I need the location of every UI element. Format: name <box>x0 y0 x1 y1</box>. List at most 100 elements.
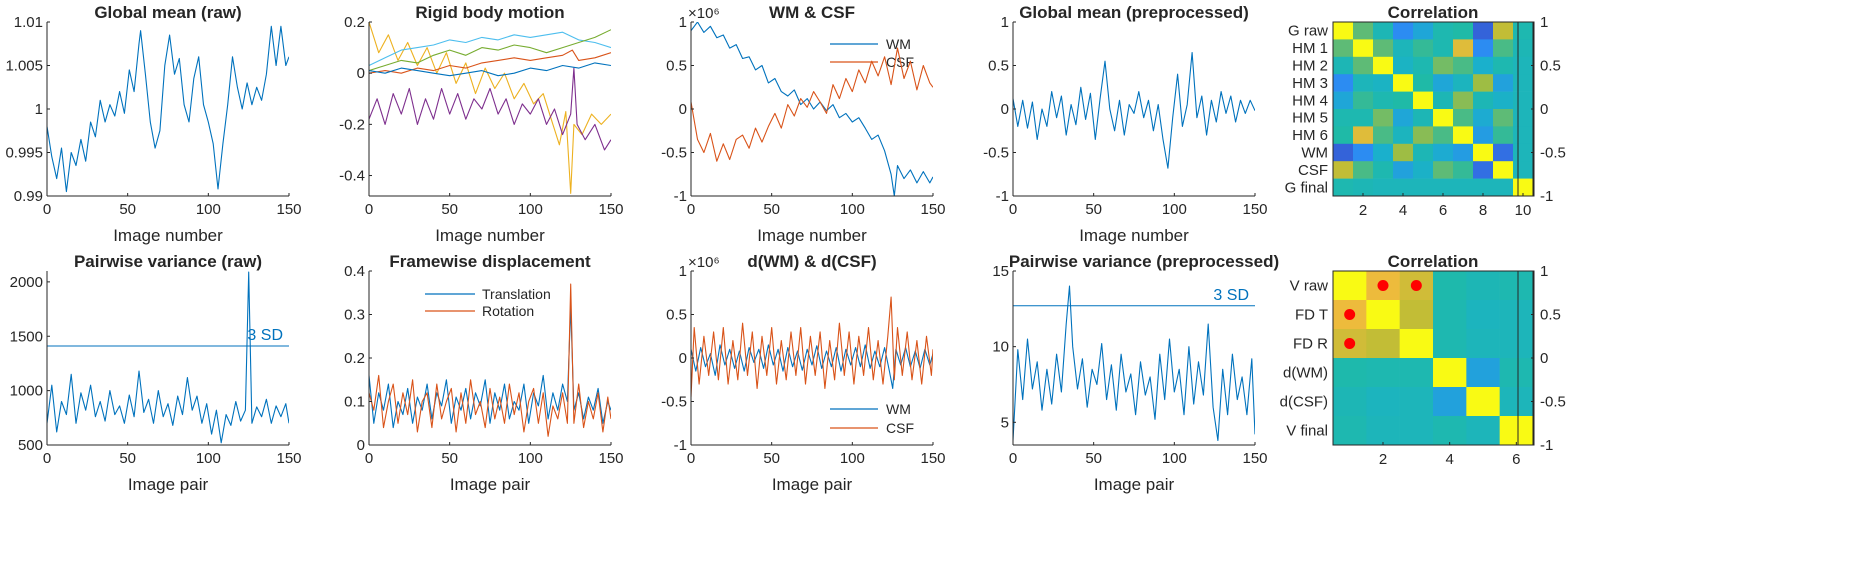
heatmap-cell <box>1413 91 1434 110</box>
heatmap-cell <box>1453 74 1474 92</box>
panel-dwm-dcsf: d(WM) & d(CSF) Image pair ×10⁶ WM CSF 0 5… <box>661 252 945 494</box>
x-tick-label: 100 <box>1162 201 1187 218</box>
significance-marker <box>1377 280 1389 291</box>
heatmap-cell <box>1393 161 1414 179</box>
y-tick-label: -0.2 <box>339 116 365 133</box>
heatmap-cell <box>1353 178 1374 197</box>
heatmap-cell <box>1373 22 1394 40</box>
colorbar-tick-label: 0.5 <box>1540 58 1561 75</box>
colorbar-tick-label: 1 <box>1540 14 1548 31</box>
heatmap-cell <box>1499 300 1534 330</box>
heatmap-cell <box>1433 271 1467 301</box>
heatmap-cell <box>1513 74 1534 92</box>
heatmap-cell <box>1453 143 1474 162</box>
heatmap-cell <box>1353 22 1374 40</box>
heatmap-cell <box>1466 300 1500 330</box>
y-tick-label: 0.3 <box>344 307 365 324</box>
x-tick-label: 10 <box>1515 202 1532 219</box>
heatmap-cell <box>1453 91 1474 110</box>
row-label: FD R <box>1293 336 1328 353</box>
heatmap-cell <box>1393 74 1414 92</box>
y-tick-label: 0.4 <box>344 263 365 280</box>
panel-title: Pairwise variance (preprocessed) <box>1009 252 1279 271</box>
x-tick-label: 0 <box>43 450 51 467</box>
panel-title: d(WM) & d(CSF) <box>747 252 876 271</box>
heatmap-cell <box>1493 22 1514 40</box>
x-tick-label: 100 <box>196 450 221 467</box>
y-tick-label: 0.1 <box>344 394 365 411</box>
colorbar-tick-label: 0.5 <box>1540 307 1561 324</box>
heatmap-cell <box>1433 161 1454 179</box>
heatmap-cell <box>1433 39 1454 58</box>
series-line-1 <box>369 22 611 194</box>
panel-title: Correlation <box>1388 252 1479 271</box>
x-tick-label: 6 <box>1439 202 1447 219</box>
series-line-rotation <box>369 283 611 437</box>
panel-rigid-body-motion: Rigid body motion Image number 0 50 100 150… <box>339 3 623 245</box>
heatmap-cell <box>1433 56 1454 75</box>
heatmap-cell <box>1413 178 1434 197</box>
heatmap-cell <box>1433 358 1467 388</box>
panel-title: Global mean (raw) <box>94 3 241 22</box>
heatmap-cell <box>1493 74 1514 92</box>
y-tick-label: 0 <box>357 65 365 82</box>
series-line-1 <box>47 271 289 444</box>
heatmap-cell <box>1413 39 1434 58</box>
row-label: HM 6 <box>1292 127 1328 144</box>
x-tick-label: 0 <box>365 201 373 218</box>
heatmap-cell <box>1373 39 1394 58</box>
y-tick-label: 1000 <box>10 383 43 400</box>
heatmap-cell <box>1513 143 1534 162</box>
y-tick-label: 500 <box>18 437 43 454</box>
series-line-6 <box>369 62 611 77</box>
heatmap-cell <box>1473 74 1494 92</box>
heatmap-cell <box>1366 329 1400 359</box>
heatmap-cell <box>1493 126 1514 145</box>
x-tick-label: 150 <box>1242 450 1267 467</box>
heatmap-cell <box>1366 387 1400 417</box>
panel-pairwise-variance-raw: Pairwise variance (raw) Image pair 3 SD 0… <box>10 252 302 494</box>
heatmap-cell <box>1333 109 1354 127</box>
y-tick-label: 1.005 <box>5 58 43 75</box>
x-axis-label: Image pair <box>772 475 853 494</box>
row-label: HM 2 <box>1292 58 1328 75</box>
x-tick-label: 150 <box>276 201 301 218</box>
x-axis-label: Image number <box>435 226 545 245</box>
heatmap-cell <box>1399 358 1434 388</box>
series-line-wm <box>691 22 933 196</box>
heatmap-cell <box>1433 329 1467 359</box>
panel-title: Pairwise variance (raw) <box>74 252 262 271</box>
heatmap-cell <box>1413 74 1434 92</box>
heatmap-cell <box>1513 56 1534 75</box>
significance-marker <box>1410 280 1422 291</box>
heatmap-cell <box>1433 109 1454 127</box>
legend-label-translation: Translation <box>482 286 551 302</box>
legend-label-csf: CSF <box>886 420 914 436</box>
heatmap-cell <box>1353 74 1374 92</box>
heatmap-cell <box>1433 416 1467 446</box>
heatmap-cell <box>1353 56 1374 75</box>
colorbar-tick-label: -1 <box>1540 437 1553 454</box>
heatmap-cell <box>1513 39 1534 58</box>
heatmap-cell <box>1373 109 1394 127</box>
heatmap-cell <box>1473 22 1494 40</box>
panel-wm-csf: WM & CSF Image number ×10⁶ WM CSF 0 50 100… <box>661 3 945 245</box>
x-axis-label: Image pair <box>1094 475 1175 494</box>
heatmap-cell <box>1399 300 1434 330</box>
x-tick-label: 50 <box>119 450 136 467</box>
heatmap-cell <box>1373 143 1394 162</box>
heatmap-cell <box>1453 22 1474 40</box>
heatmap-cell <box>1366 416 1400 446</box>
x-tick-label: 4 <box>1445 451 1453 468</box>
colorbar-tick-label: 0 <box>1540 101 1548 118</box>
x-tick-label: 0 <box>687 201 695 218</box>
y-tick-label: 0.2 <box>344 14 365 31</box>
panel-title: Global mean (preprocessed) <box>1019 3 1249 22</box>
heatmap-cell <box>1353 109 1374 127</box>
x-tick-label: 150 <box>276 450 301 467</box>
heatmap-cell <box>1466 358 1500 388</box>
heatmap-cell <box>1373 56 1394 75</box>
heatmap-cell <box>1333 143 1354 162</box>
x-tick-label: 150 <box>920 450 945 467</box>
